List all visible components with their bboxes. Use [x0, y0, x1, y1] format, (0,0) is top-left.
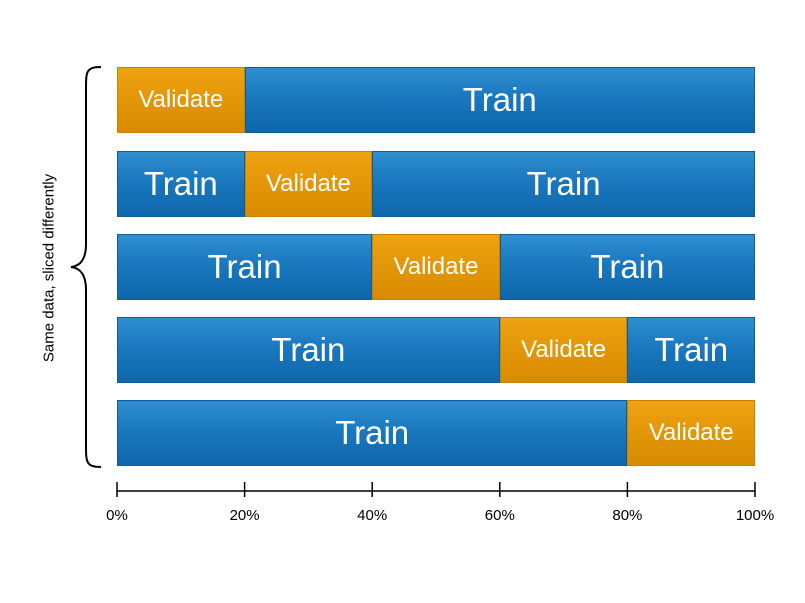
fold-row: Validate Train [117, 67, 755, 133]
fold-row: Train Validate [117, 400, 755, 466]
train-segment: Train [499, 234, 755, 300]
validate-segment: Validate [244, 151, 373, 217]
tick-label: 40% [357, 507, 388, 524]
train-segment: Train [244, 67, 755, 133]
tick-label: 80% [612, 507, 643, 524]
train-segment: Train [117, 317, 500, 383]
validate-segment: Validate [627, 400, 755, 466]
tick-label: 0% [106, 507, 128, 524]
tick-marks [116, 482, 756, 497]
tick-label: 60% [484, 507, 515, 524]
curly-brace-icon [70, 66, 102, 468]
train-segment: Train [117, 234, 373, 300]
tick-label: 100% [735, 507, 775, 524]
fold-row: Train Validate Train [117, 151, 755, 217]
train-segment: Train [117, 400, 628, 466]
validate-segment: Validate [499, 317, 628, 383]
fold-row: Train Validate Train [117, 234, 755, 300]
validate-segment: Validate [372, 234, 500, 300]
tick-label: 20% [229, 507, 260, 524]
train-segment: Train [372, 151, 755, 217]
fold-row: Train Validate Train [117, 317, 755, 383]
train-segment: Train [117, 151, 245, 217]
train-segment: Train [627, 317, 755, 383]
validate-segment: Validate [117, 67, 245, 133]
